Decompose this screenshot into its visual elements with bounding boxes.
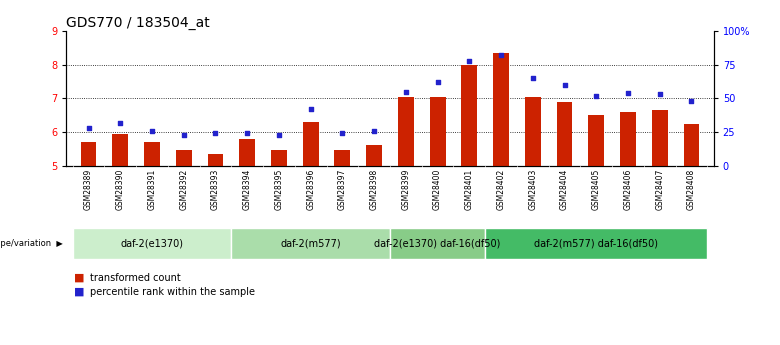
Text: GSM28391: GSM28391 <box>147 169 157 210</box>
Text: GSM28395: GSM28395 <box>275 169 283 210</box>
Bar <box>462 65 477 166</box>
Text: daf-2(e1370): daf-2(e1370) <box>120 238 183 248</box>
Point <box>686 98 698 104</box>
Bar <box>366 146 382 166</box>
Text: GSM28403: GSM28403 <box>528 169 537 210</box>
Point <box>590 93 602 98</box>
Text: ■: ■ <box>74 273 84 283</box>
Bar <box>485 228 707 259</box>
Text: GSM28400: GSM28400 <box>433 169 442 210</box>
Text: GSM28406: GSM28406 <box>623 169 633 210</box>
Text: ■: ■ <box>74 287 84 296</box>
Point <box>495 52 507 58</box>
Point <box>336 130 349 136</box>
Bar <box>80 142 97 166</box>
Text: daf-2(m577) daf-16(df50): daf-2(m577) daf-16(df50) <box>534 238 658 248</box>
Point <box>526 75 539 81</box>
Bar <box>239 139 255 166</box>
Bar <box>232 228 390 259</box>
Bar <box>390 228 485 259</box>
Point <box>463 58 476 63</box>
Point <box>146 128 158 134</box>
Text: daf-2(m577): daf-2(m577) <box>280 238 341 248</box>
Point <box>241 130 254 136</box>
Bar <box>207 154 223 166</box>
Text: GSM28402: GSM28402 <box>497 169 505 210</box>
Text: GSM28405: GSM28405 <box>592 169 601 210</box>
Point <box>273 132 285 137</box>
Bar <box>493 53 509 166</box>
Bar <box>557 102 573 166</box>
Point <box>399 89 412 94</box>
Bar <box>144 142 160 166</box>
Bar <box>176 150 192 166</box>
Text: daf-2(e1370) daf-16(df50): daf-2(e1370) daf-16(df50) <box>374 238 501 248</box>
Bar <box>335 150 350 166</box>
Text: GSM28390: GSM28390 <box>115 169 125 210</box>
Point <box>82 125 94 131</box>
Text: GSM28389: GSM28389 <box>84 169 93 210</box>
Text: GSM28396: GSM28396 <box>307 169 315 210</box>
Point <box>431 79 444 85</box>
Point <box>209 130 222 136</box>
Point <box>622 90 634 96</box>
Bar <box>652 110 668 166</box>
Bar <box>112 134 128 166</box>
Bar <box>303 122 318 166</box>
Point <box>368 128 381 134</box>
Bar <box>683 124 700 166</box>
Text: GSM28399: GSM28399 <box>402 169 410 210</box>
Text: GSM28407: GSM28407 <box>655 169 665 210</box>
Text: GSM28408: GSM28408 <box>687 169 696 210</box>
Text: GSM28404: GSM28404 <box>560 169 569 210</box>
Bar <box>588 115 604 166</box>
Bar <box>430 97 445 166</box>
Point <box>558 82 571 88</box>
Bar <box>398 97 414 166</box>
Bar <box>73 228 232 259</box>
Text: genotype/variation  ▶: genotype/variation ▶ <box>0 239 62 248</box>
Text: GSM28393: GSM28393 <box>211 169 220 210</box>
Text: GDS770 / 183504_at: GDS770 / 183504_at <box>66 16 210 30</box>
Bar <box>620 112 636 166</box>
Text: GSM28397: GSM28397 <box>338 169 347 210</box>
Point <box>304 106 317 112</box>
Point <box>114 120 126 125</box>
Text: GSM28394: GSM28394 <box>243 169 252 210</box>
Text: transformed count: transformed count <box>90 273 180 283</box>
Point <box>178 132 190 137</box>
Bar <box>271 150 287 166</box>
Text: GSM28398: GSM28398 <box>370 169 378 210</box>
Text: GSM28392: GSM28392 <box>179 169 188 210</box>
Text: percentile rank within the sample: percentile rank within the sample <box>90 287 255 296</box>
Text: GSM28401: GSM28401 <box>465 169 473 210</box>
Point <box>654 91 666 97</box>
Bar <box>525 97 541 166</box>
